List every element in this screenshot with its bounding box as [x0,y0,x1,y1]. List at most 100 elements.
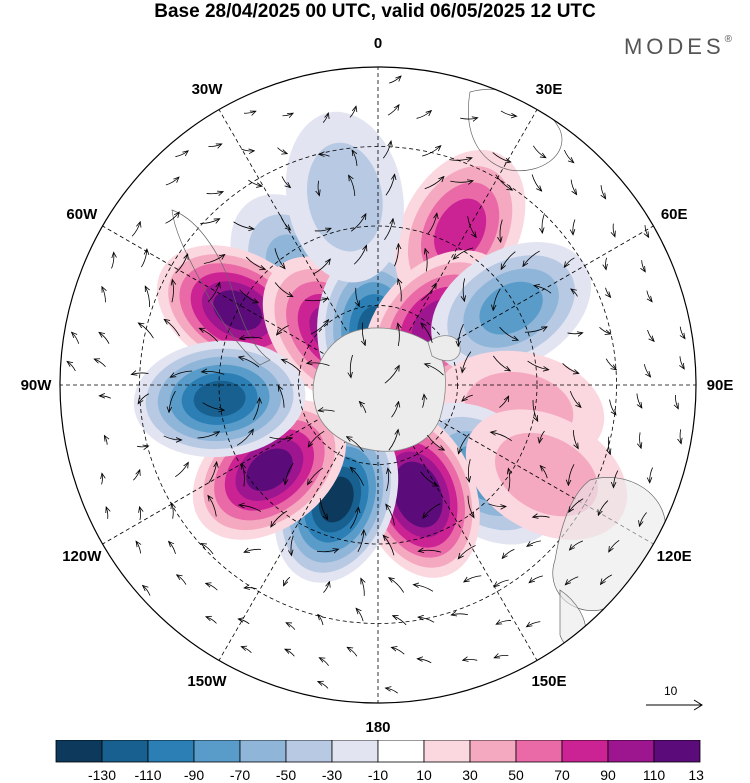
wind-arrow [200,329,219,342]
colorbar-tick-label: -130 [88,767,116,782]
colorbar-swatch [331,740,379,763]
longitude-label: 60E [661,206,688,223]
colorbar-tick-label: -90 [184,767,204,782]
wind-arrow [468,459,470,481]
wind-arrow [241,149,253,151]
wind-arrow [200,219,219,224]
colorbar-swatch [607,740,655,763]
wind-arrow [562,363,579,373]
wind-arrow [319,498,327,519]
colorbar-swatch [147,740,195,763]
wind-arrow [384,536,395,556]
wind-arrow [500,219,503,242]
wind-arrow [425,364,444,376]
colorbar-swatch [55,740,103,763]
colorbar-swatch [101,740,149,763]
wind-arrow [308,363,330,366]
reference-vector-label: 10 [664,684,678,698]
wind-arrow [133,471,139,481]
colorbar-swatch [423,740,471,763]
wind-arrow [449,158,471,160]
wind-arrow [171,370,193,377]
wind-arrow [360,402,367,414]
colorbar-tick-label: -30 [322,767,342,782]
wind-arrow [319,410,335,411]
wind-arrow [392,648,405,655]
wind-arrow [165,213,179,224]
wind-arrow [316,549,338,551]
wind-arrow [245,256,264,269]
wind-arrow [424,177,444,190]
wind-arrow [382,142,391,159]
wind-arrow [239,619,250,625]
wind-arrow [322,114,328,123]
wind-arrow [459,545,476,558]
wind-arrow [318,180,319,195]
wind-arrow [100,333,110,344]
wind-arrow [414,585,434,592]
wind-arrow [425,249,427,272]
wind-arrow [467,216,476,236]
wind-arrow [384,366,399,384]
wind-arrow [532,145,545,158]
wind-arrow [458,324,464,345]
wind-arrow [206,584,218,591]
wind-arrow [139,393,149,403]
wind-arrow [349,107,356,118]
wind-arrow [100,396,111,399]
wind-arrow [393,616,407,626]
wind-arrow [422,146,440,157]
colorbar-swatch [285,740,333,763]
longitude-label: 0 [374,35,382,52]
wind-arrow [202,544,214,555]
wind-arrow [111,253,114,269]
wind-arrow [462,351,472,372]
wind-arrow [422,395,424,408]
wind-arrow [351,468,364,486]
wind-arrow [281,176,290,187]
wind-arrow [282,114,292,116]
wind-arrow [274,248,285,268]
wind-arrow [418,659,432,664]
wind-arrow [245,588,257,589]
longitude-label: 30E [536,81,563,98]
wind-arrow [464,575,482,582]
wind-arrow [452,614,469,615]
colorbar-tick-label: 10 [416,767,432,782]
wind-arrow [165,178,179,186]
wind-arrow [146,287,150,308]
wind-arrow [680,429,681,443]
wind-arrow [136,542,140,554]
wind-arrow [570,540,584,550]
longitude-label: 180 [365,719,390,736]
colorbar-swatch [377,740,425,763]
wind-arrow [106,508,107,519]
wind-arrow [539,430,545,442]
wind-arrow [566,576,579,584]
colorbar-swatch [653,740,701,763]
wind-arrow [389,76,400,84]
wind-arrow [68,362,76,372]
anomaly-center [285,111,404,283]
wind-arrow [609,539,620,551]
wind-arrow [269,437,292,439]
wind-arrow [351,215,365,232]
wind-arrow [530,575,543,582]
wind-arrow [499,326,518,340]
wind-arrow [350,508,358,529]
wind-arrow [253,399,259,421]
wind-arrow [492,355,509,371]
wind-arrow [646,290,652,301]
wind-arrow [203,255,224,264]
wind-arrow [206,192,223,194]
anomaly-center [431,242,592,375]
wind-arrow [499,397,508,408]
wind-arrow [459,433,470,453]
wind-arrow [240,505,262,512]
wind-arrow [640,512,647,526]
longitude-label: 120E [657,548,692,565]
wind-arrow [568,464,575,484]
wind-arrow [542,213,545,232]
wind-arrow [421,284,436,301]
wind-arrow [131,222,140,237]
